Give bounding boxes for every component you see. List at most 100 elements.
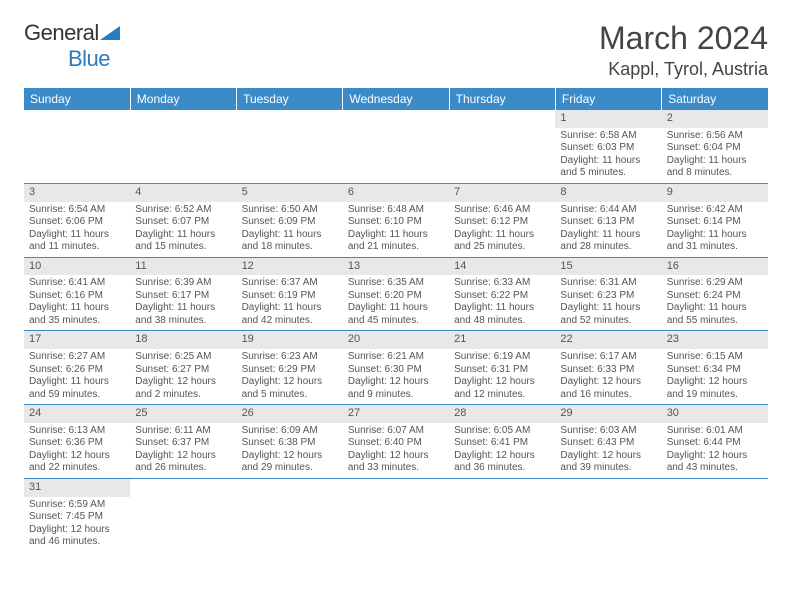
day-line: Sunset: 6:06 PM	[29, 216, 125, 229]
day-number: 2	[662, 110, 768, 128]
calendar-cell	[24, 110, 130, 183]
day-line: Sunrise: 6:39 AM	[135, 277, 231, 290]
day-number: 5	[237, 184, 343, 202]
calendar-cell: 18Sunrise: 6:25 AMSunset: 6:27 PMDayligh…	[130, 331, 236, 405]
day-content: Sunrise: 6:17 AMSunset: 6:33 PMDaylight:…	[555, 349, 661, 404]
day-line: Sunset: 6:38 PM	[242, 437, 338, 450]
calendar-row: 1Sunrise: 6:58 AMSunset: 6:03 PMDaylight…	[24, 110, 768, 183]
calendar-cell	[662, 478, 768, 551]
day-line: Sunrise: 6:15 AM	[667, 351, 763, 364]
day-content: Sunrise: 6:39 AMSunset: 6:17 PMDaylight:…	[130, 275, 236, 330]
header: GeneralBlue March 2024 Kappl, Tyrol, Aus…	[24, 20, 768, 80]
day-line: and 43 minutes.	[667, 462, 763, 475]
calendar-cell: 25Sunrise: 6:11 AMSunset: 6:37 PMDayligh…	[130, 405, 236, 479]
day-line: Sunset: 6:29 PM	[242, 364, 338, 377]
day-line: and 38 minutes.	[135, 315, 231, 328]
day-line: Daylight: 12 hours	[29, 450, 125, 463]
day-number: 4	[130, 184, 236, 202]
day-line: Sunrise: 6:44 AM	[560, 204, 656, 217]
day-line: Sunset: 6:33 PM	[560, 364, 656, 377]
day-line: Sunset: 6:22 PM	[454, 290, 550, 303]
day-content: Sunrise: 6:27 AMSunset: 6:26 PMDaylight:…	[24, 349, 130, 404]
day-number: 23	[662, 331, 768, 349]
calendar-cell	[449, 478, 555, 551]
day-line: Sunrise: 6:37 AM	[242, 277, 338, 290]
day-number: 17	[24, 331, 130, 349]
day-line: Daylight: 11 hours	[348, 229, 444, 242]
day-content: Sunrise: 6:01 AMSunset: 6:44 PMDaylight:…	[662, 423, 768, 478]
day-line: Sunset: 6:23 PM	[560, 290, 656, 303]
day-line: and 26 minutes.	[135, 462, 231, 475]
day-content: Sunrise: 6:48 AMSunset: 6:10 PMDaylight:…	[343, 202, 449, 257]
day-number: 28	[449, 405, 555, 423]
day-header-row: SundayMondayTuesdayWednesdayThursdayFrid…	[24, 88, 768, 110]
day-line: Sunrise: 6:07 AM	[348, 425, 444, 438]
calendar-cell: 5Sunrise: 6:50 AMSunset: 6:09 PMDaylight…	[237, 183, 343, 257]
day-content: Sunrise: 6:33 AMSunset: 6:22 PMDaylight:…	[449, 275, 555, 330]
day-line: Daylight: 12 hours	[135, 450, 231, 463]
logo-part1: General	[24, 20, 99, 45]
day-line: and 28 minutes.	[560, 241, 656, 254]
day-line: Daylight: 11 hours	[242, 302, 338, 315]
calendar-cell: 24Sunrise: 6:13 AMSunset: 6:36 PMDayligh…	[24, 405, 130, 479]
day-line: Sunset: 6:20 PM	[348, 290, 444, 303]
calendar-cell: 10Sunrise: 6:41 AMSunset: 6:16 PMDayligh…	[24, 257, 130, 331]
day-line: Sunrise: 6:11 AM	[135, 425, 231, 438]
day-line: and 15 minutes.	[135, 241, 231, 254]
day-header: Sunday	[24, 88, 130, 110]
logo-text: GeneralBlue	[24, 20, 120, 72]
day-line: Sunrise: 6:56 AM	[667, 130, 763, 143]
day-line: Sunrise: 6:05 AM	[454, 425, 550, 438]
day-line: Sunset: 6:09 PM	[242, 216, 338, 229]
day-content: Sunrise: 6:13 AMSunset: 6:36 PMDaylight:…	[24, 423, 130, 478]
day-line: Daylight: 11 hours	[560, 302, 656, 315]
day-line: Sunrise: 6:01 AM	[667, 425, 763, 438]
day-line: Sunrise: 6:23 AM	[242, 351, 338, 364]
calendar-row: 24Sunrise: 6:13 AMSunset: 6:36 PMDayligh…	[24, 405, 768, 479]
day-line: Sunset: 6:24 PM	[667, 290, 763, 303]
day-number: 12	[237, 258, 343, 276]
day-content: Sunrise: 6:59 AMSunset: 7:45 PMDaylight:…	[24, 497, 130, 552]
calendar-cell	[449, 110, 555, 183]
day-line: Sunrise: 6:13 AM	[29, 425, 125, 438]
day-content: Sunrise: 6:35 AMSunset: 6:20 PMDaylight:…	[343, 275, 449, 330]
day-line: Sunset: 6:44 PM	[667, 437, 763, 450]
day-line: Sunrise: 6:46 AM	[454, 204, 550, 217]
day-line: Daylight: 11 hours	[29, 302, 125, 315]
day-line: Sunset: 6:26 PM	[29, 364, 125, 377]
day-line: Daylight: 11 hours	[667, 302, 763, 315]
day-content: Sunrise: 6:37 AMSunset: 6:19 PMDaylight:…	[237, 275, 343, 330]
day-line: and 22 minutes.	[29, 462, 125, 475]
day-line: and 21 minutes.	[348, 241, 444, 254]
calendar-cell	[343, 478, 449, 551]
day-content: Sunrise: 6:54 AMSunset: 6:06 PMDaylight:…	[24, 202, 130, 257]
day-line: Sunset: 6:34 PM	[667, 364, 763, 377]
day-line: Sunrise: 6:35 AM	[348, 277, 444, 290]
day-content: Sunrise: 6:15 AMSunset: 6:34 PMDaylight:…	[662, 349, 768, 404]
day-number: 26	[237, 405, 343, 423]
day-line: Daylight: 11 hours	[29, 229, 125, 242]
calendar-cell	[555, 478, 661, 551]
day-number: 14	[449, 258, 555, 276]
day-number: 22	[555, 331, 661, 349]
location: Kappl, Tyrol, Austria	[599, 59, 768, 80]
day-line: Daylight: 12 hours	[667, 450, 763, 463]
day-number: 25	[130, 405, 236, 423]
day-line: Sunrise: 6:54 AM	[29, 204, 125, 217]
calendar-cell	[130, 110, 236, 183]
day-content: Sunrise: 6:42 AMSunset: 6:14 PMDaylight:…	[662, 202, 768, 257]
day-line: Sunset: 6:07 PM	[135, 216, 231, 229]
day-line: and 18 minutes.	[242, 241, 338, 254]
day-line: and 45 minutes.	[348, 315, 444, 328]
day-content: Sunrise: 6:44 AMSunset: 6:13 PMDaylight:…	[555, 202, 661, 257]
day-line: and 2 minutes.	[135, 389, 231, 402]
day-line: Sunset: 6:43 PM	[560, 437, 656, 450]
calendar-row: 17Sunrise: 6:27 AMSunset: 6:26 PMDayligh…	[24, 331, 768, 405]
day-line: Sunrise: 6:59 AM	[29, 499, 125, 512]
day-line: Daylight: 11 hours	[242, 229, 338, 242]
day-line: Daylight: 12 hours	[242, 376, 338, 389]
calendar-cell: 14Sunrise: 6:33 AMSunset: 6:22 PMDayligh…	[449, 257, 555, 331]
calendar-cell: 20Sunrise: 6:21 AMSunset: 6:30 PMDayligh…	[343, 331, 449, 405]
day-line: Sunrise: 6:48 AM	[348, 204, 444, 217]
day-number: 24	[24, 405, 130, 423]
